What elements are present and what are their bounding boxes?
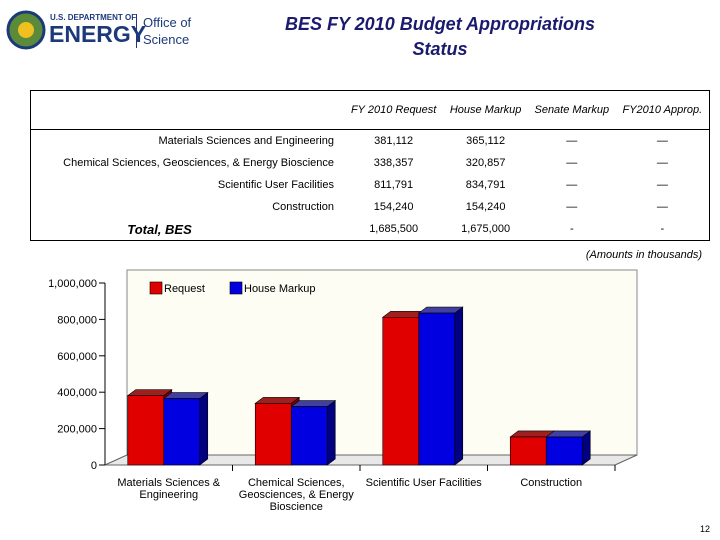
header-cell bbox=[30, 90, 344, 130]
header-cell: FY2010 Approp. bbox=[615, 90, 710, 130]
logo-divider bbox=[136, 14, 137, 48]
legend-label: House Markup bbox=[244, 283, 316, 295]
row-label: Construction bbox=[272, 201, 334, 213]
bar-face bbox=[545, 436, 583, 466]
logo-seal bbox=[6, 10, 46, 50]
chart: 0 200,000 400,000 600,000 800,000 1,000,000 Re… bbox=[48, 269, 638, 472]
bar-face bbox=[254, 403, 292, 466]
logo-office-line: Office of bbox=[143, 15, 192, 30]
bar-face bbox=[382, 316, 420, 466]
legend-label: Request bbox=[164, 283, 205, 295]
table-value: — bbox=[566, 179, 578, 191]
row-label: Total, BES bbox=[127, 221, 192, 237]
table-value: 811,791 bbox=[374, 179, 414, 191]
bar-face bbox=[162, 392, 209, 399]
logo-agency: U.S. DEPARTMENT OF bbox=[50, 13, 137, 22]
bar bbox=[545, 430, 592, 466]
table-value: — bbox=[566, 135, 578, 147]
table-value: — bbox=[656, 157, 668, 169]
title: BES FY 2010 Budget Appropriations bbox=[284, 14, 596, 34]
logo-name: ENERGY bbox=[49, 21, 147, 47]
header-cell: House Markup bbox=[443, 90, 528, 130]
table-value: 1,685,500 bbox=[369, 223, 419, 235]
title: Status bbox=[412, 39, 468, 59]
bar-face bbox=[290, 400, 337, 407]
bar-face bbox=[126, 389, 173, 396]
bar-face bbox=[545, 430, 592, 438]
table-row: Scientific User Facilities 811,791 834,791… bbox=[31, 174, 710, 196]
x-tick-label: Scientific User Facilities bbox=[365, 477, 482, 489]
bar bbox=[290, 400, 337, 466]
bar bbox=[162, 391, 209, 466]
bar-face bbox=[290, 406, 328, 466]
logo-office-line: Science bbox=[143, 32, 190, 47]
bar-face bbox=[163, 398, 201, 466]
table-value: 154,240 bbox=[373, 201, 414, 213]
bar-face bbox=[326, 400, 336, 466]
bar bbox=[417, 306, 464, 466]
table-value: — bbox=[566, 201, 578, 213]
table-row: Chemical Sciences, Geosciences, & Energy… bbox=[31, 152, 710, 174]
y-tick-label: 0 bbox=[91, 460, 97, 472]
table-row: Materials Sciences and Engineering 381,11… bbox=[31, 130, 710, 153]
table-value: 338,357 bbox=[373, 157, 414, 169]
table-value: 365,112 bbox=[466, 135, 506, 147]
bar-face bbox=[509, 436, 547, 466]
bar-face bbox=[127, 395, 165, 466]
x-tick-label: Materials Sciences & Engineering bbox=[117, 477, 221, 501]
bar-face bbox=[418, 312, 456, 466]
table-value: 154,240 bbox=[465, 201, 506, 213]
y-tick-label: 1,000,000 bbox=[48, 278, 97, 290]
table-value: — bbox=[566, 157, 578, 169]
x-tick-label: Chemical Sciences, Geosciences, & Energy… bbox=[238, 477, 354, 513]
table-value: 381,112 bbox=[374, 135, 414, 147]
bar-face bbox=[454, 306, 464, 466]
y-tick-label: 600,000 bbox=[57, 351, 97, 363]
table-row: Construction 154,240 154,240 — — bbox=[31, 196, 710, 218]
y-tick-label: 400,000 bbox=[57, 387, 97, 399]
header-row: FY 2010 Request House Markup Senate Markup… bbox=[30, 90, 710, 130]
x-tick-label: Construction bbox=[520, 477, 583, 489]
table-value: 1,675,000 bbox=[461, 223, 511, 235]
table-value: - bbox=[660, 223, 665, 235]
bar-face bbox=[417, 306, 464, 314]
logo-office: Office of Science bbox=[143, 14, 191, 48]
legend-swatch bbox=[229, 281, 243, 295]
page-number: 12 bbox=[699, 524, 710, 534]
table-value: — bbox=[656, 135, 668, 147]
table-value: — bbox=[656, 201, 668, 213]
y-tick-label: 800,000 bbox=[57, 314, 97, 326]
table-value: 320,857 bbox=[465, 157, 506, 169]
table-row: Total, BES 1,685,500 1,675,000 - - bbox=[31, 218, 710, 241]
row-label: Chemical Sciences, Geosciences, & Energy… bbox=[63, 157, 334, 169]
table-value: 834,791 bbox=[465, 179, 506, 191]
budget-table: FY 2010 Request House Markup Senate Markup… bbox=[30, 90, 710, 241]
header-cell: FY 2010 Request bbox=[344, 90, 444, 130]
header-cell: Senate Markup bbox=[527, 90, 616, 130]
y-tick-label: 200,000 bbox=[57, 424, 97, 436]
row-label: Scientific User Facilities bbox=[217, 179, 334, 191]
table-value: - bbox=[569, 223, 574, 235]
table-value: — bbox=[656, 179, 668, 191]
table-note: (Amounts in thousands) bbox=[585, 249, 702, 261]
bar-face bbox=[199, 391, 209, 466]
bar-face bbox=[254, 397, 301, 404]
row-label: Materials Sciences and Engineering bbox=[158, 135, 335, 147]
legend-swatch bbox=[149, 281, 163, 295]
